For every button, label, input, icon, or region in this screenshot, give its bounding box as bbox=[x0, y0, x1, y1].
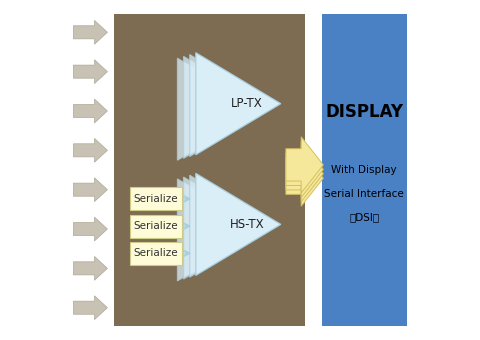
Polygon shape bbox=[73, 296, 108, 320]
Text: Serial Interface: Serial Interface bbox=[324, 189, 404, 199]
Bar bbox=[130, 215, 182, 238]
Polygon shape bbox=[178, 58, 263, 160]
Bar bbox=[114, 14, 305, 326]
Polygon shape bbox=[286, 150, 324, 206]
Bar bbox=[322, 14, 407, 326]
Text: Serialize: Serialize bbox=[133, 248, 178, 258]
Polygon shape bbox=[286, 146, 324, 202]
Polygon shape bbox=[73, 138, 108, 162]
Polygon shape bbox=[73, 20, 108, 44]
Polygon shape bbox=[73, 99, 108, 123]
Polygon shape bbox=[196, 173, 281, 275]
Polygon shape bbox=[183, 56, 269, 158]
Text: Serialize: Serialize bbox=[133, 221, 178, 231]
Polygon shape bbox=[73, 178, 108, 202]
Text: Serialize: Serialize bbox=[133, 194, 178, 204]
Text: With Display: With Display bbox=[331, 165, 397, 175]
Polygon shape bbox=[73, 60, 108, 84]
Polygon shape bbox=[286, 141, 324, 197]
Polygon shape bbox=[190, 175, 275, 277]
Text: DISPLAY: DISPLAY bbox=[325, 103, 403, 121]
Polygon shape bbox=[190, 54, 275, 156]
Text: （DSI）: （DSI） bbox=[349, 212, 379, 223]
Polygon shape bbox=[196, 53, 281, 155]
Text: HS-TX: HS-TX bbox=[229, 218, 264, 231]
Bar bbox=[130, 242, 182, 265]
Text: LP-TX: LP-TX bbox=[231, 97, 263, 110]
Polygon shape bbox=[73, 256, 108, 280]
Polygon shape bbox=[286, 137, 324, 193]
Polygon shape bbox=[183, 177, 269, 279]
Bar bbox=[130, 187, 182, 210]
Polygon shape bbox=[178, 179, 263, 281]
Polygon shape bbox=[73, 217, 108, 241]
